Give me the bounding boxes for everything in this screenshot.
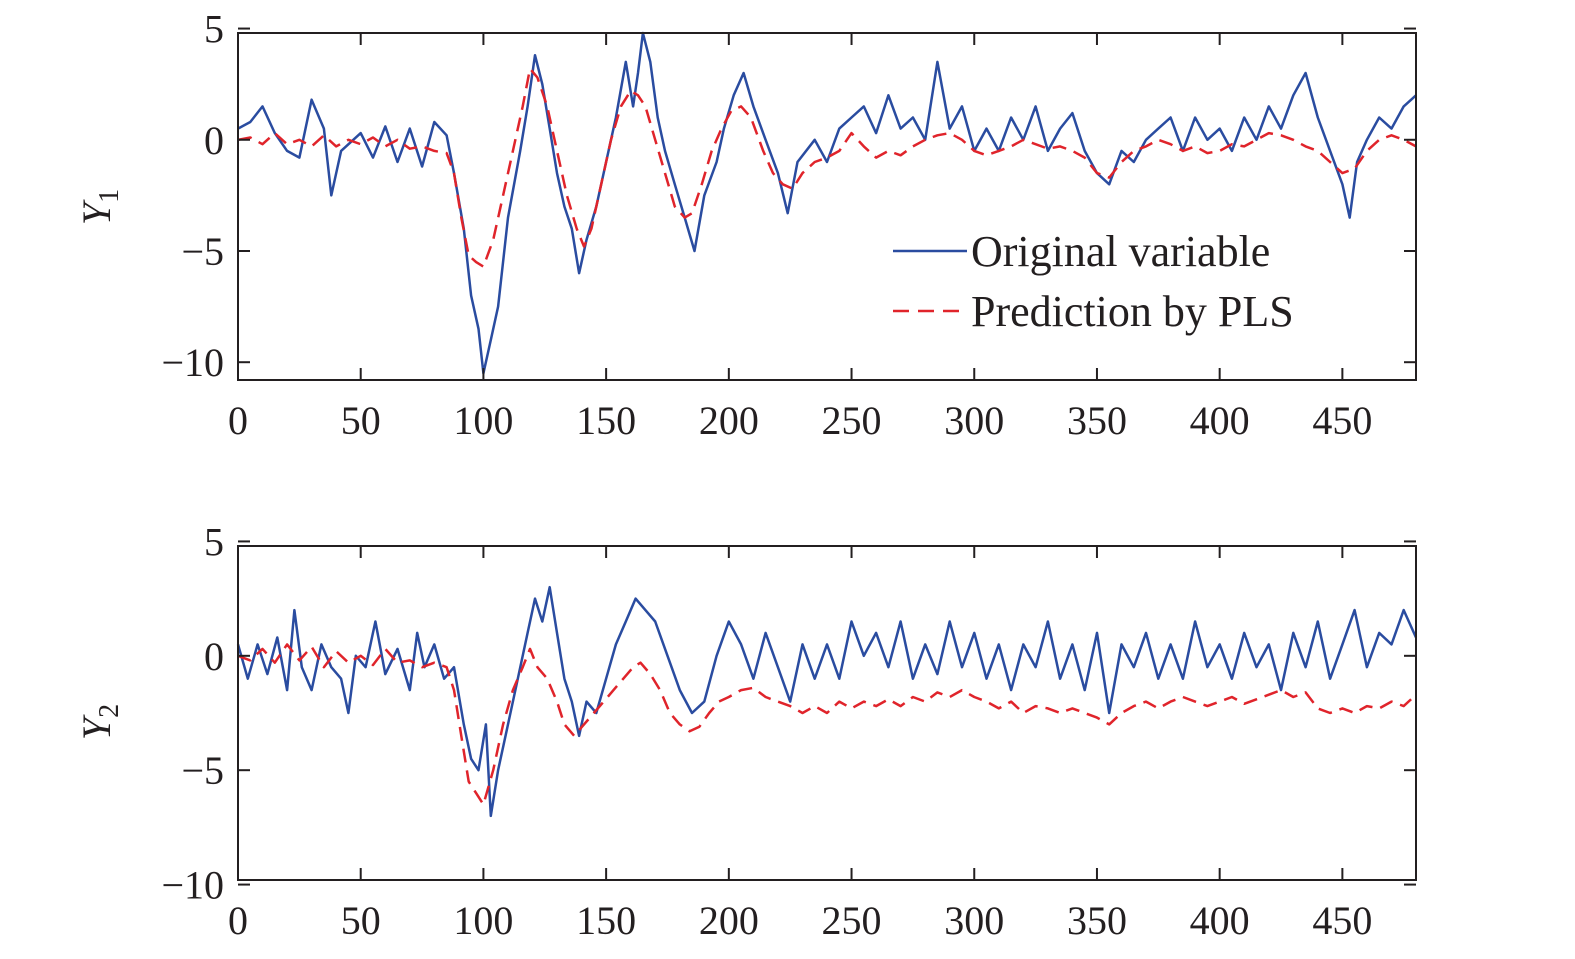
y-tick-label: −5	[181, 229, 224, 274]
x-tick-label: 450	[1312, 898, 1372, 943]
series-line-pls-prediction	[237, 643, 1417, 806]
x-tick-label: 450	[1312, 398, 1372, 443]
x-tick-label: 250	[822, 898, 882, 943]
x-tick-label: 400	[1190, 398, 1250, 443]
x-tick-label: 300	[944, 398, 1004, 443]
x-tick-label: 200	[699, 398, 759, 443]
legend: Original variable Prediction by PLS	[893, 227, 1294, 336]
y-axis-label-subscript: 1	[94, 189, 125, 203]
y-axis-label: Y1	[74, 189, 125, 225]
y-tick-label: −10	[161, 340, 224, 385]
x-tick-label: 0	[228, 898, 248, 943]
y-tick-label: −5	[181, 748, 224, 793]
plot-frame	[237, 545, 1417, 881]
plot-frame	[237, 32, 1417, 381]
x-tick-label: 150	[576, 898, 636, 943]
x-tick-label: 350	[1067, 398, 1127, 443]
series-layer	[236, 585, 1418, 818]
y-tick-label: 0	[204, 118, 224, 163]
legend-label-original: Original variable	[971, 227, 1270, 276]
y-tick-label: −10	[161, 863, 224, 908]
x-tick-label: 100	[453, 898, 513, 943]
x-tick-label: 50	[341, 398, 381, 443]
series-line-pls-prediction	[237, 67, 1417, 268]
series-line-original-variable	[236, 585, 1418, 818]
y-axis-label-subscript: 2	[94, 704, 125, 718]
y-tick-label: 5	[204, 519, 224, 564]
x-tick-label: 100	[453, 398, 513, 443]
x-tick-label: 300	[944, 898, 1004, 943]
x-tick-label: 150	[576, 398, 636, 443]
y-tick-label: 5	[204, 7, 224, 52]
y-tick-label: 0	[204, 634, 224, 679]
legend-label-prediction: Prediction by PLS	[971, 287, 1294, 336]
y-axis-label: Y2	[74, 704, 125, 740]
x-tick-label: 200	[699, 898, 759, 943]
x-tick-label: 0	[228, 398, 248, 443]
series-layer	[237, 31, 1417, 375]
x-tick-label: 50	[341, 898, 381, 943]
x-tick-label: 350	[1067, 898, 1127, 943]
x-tick-label: 400	[1190, 898, 1250, 943]
x-tick-label: 250	[822, 398, 882, 443]
